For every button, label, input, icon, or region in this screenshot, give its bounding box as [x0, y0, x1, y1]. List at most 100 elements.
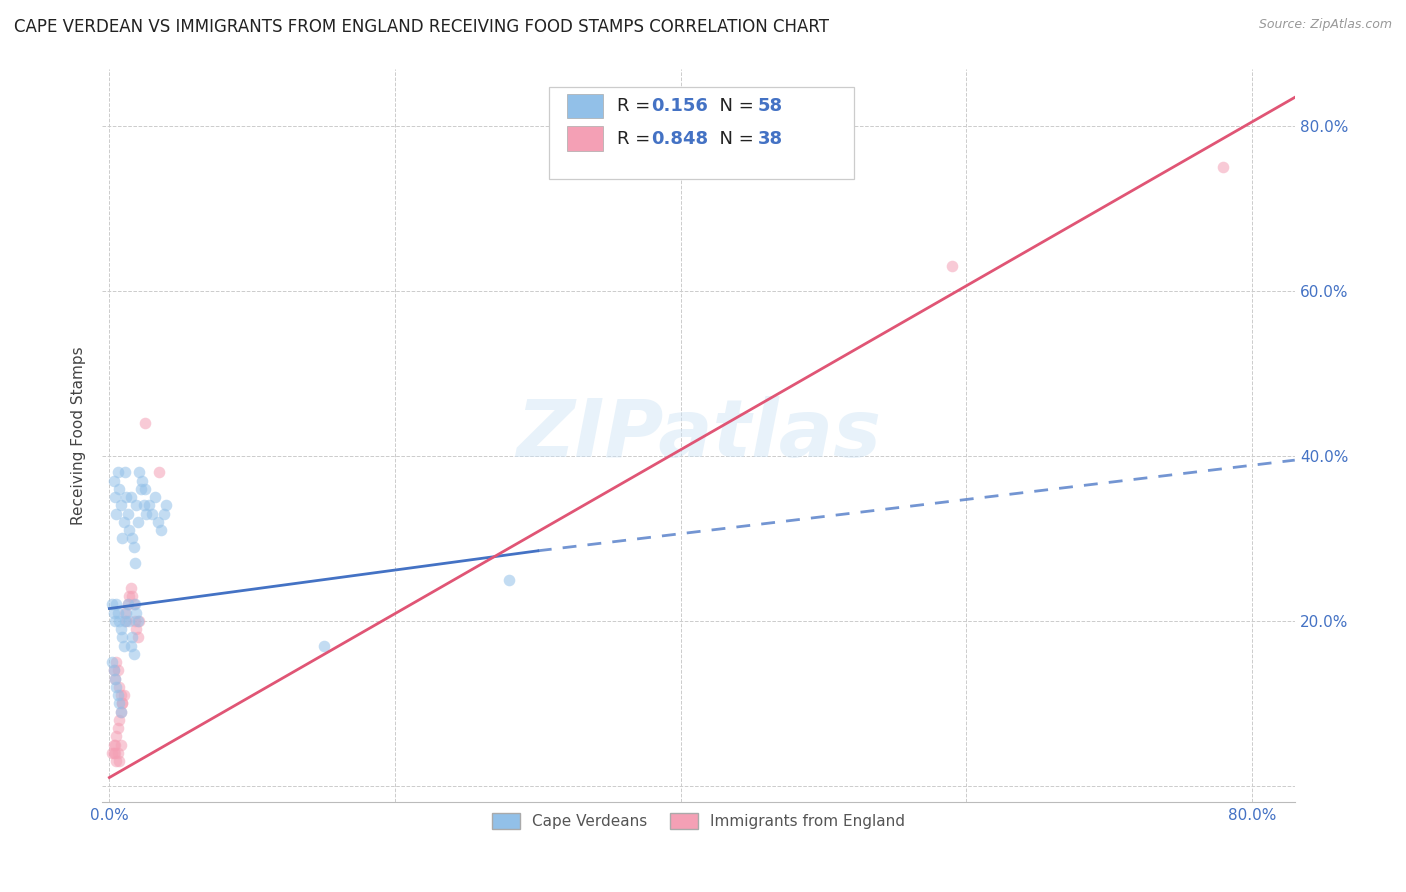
Point: [152, 507, 174, 521]
Point: [108, 482, 131, 496]
Point: [117, 507, 139, 521]
Point: [122, 647, 145, 661]
Point: [105, 598, 128, 612]
Point: [118, 523, 141, 537]
Point: [131, 474, 153, 488]
Point: [104, 672, 127, 686]
Point: [107, 746, 129, 760]
Point: [108, 696, 131, 710]
Point: [115, 606, 138, 620]
Point: [101, 746, 124, 760]
Text: 38: 38: [758, 129, 783, 147]
Point: [110, 499, 132, 513]
Point: [141, 507, 163, 521]
Point: [155, 499, 177, 513]
Point: [110, 688, 132, 702]
Point: [115, 490, 138, 504]
Point: [138, 499, 160, 513]
Point: [111, 532, 134, 546]
Point: [110, 622, 132, 636]
Point: [103, 746, 125, 760]
Point: [118, 589, 141, 603]
Text: Source: ZipAtlas.com: Source: ZipAtlas.com: [1258, 18, 1392, 31]
Text: R =: R =: [617, 129, 657, 147]
Point: [105, 754, 128, 768]
Point: [125, 606, 148, 620]
FancyBboxPatch shape: [567, 127, 603, 151]
Point: [122, 540, 145, 554]
Point: [104, 490, 127, 504]
Point: [105, 729, 128, 743]
Point: [132, 499, 155, 513]
Text: 0.156: 0.156: [651, 97, 707, 115]
Point: [114, 466, 136, 480]
Point: [108, 614, 131, 628]
Point: [124, 598, 146, 612]
Point: [104, 746, 127, 760]
Point: [104, 672, 127, 686]
Point: [125, 499, 148, 513]
Point: [121, 631, 143, 645]
Point: [103, 738, 125, 752]
Text: N =: N =: [709, 97, 759, 115]
Point: [104, 614, 127, 628]
Point: [101, 655, 124, 669]
Text: 0.848: 0.848: [651, 129, 707, 147]
Point: [941, 260, 963, 274]
Point: [107, 466, 129, 480]
Text: R =: R =: [617, 97, 657, 115]
Point: [111, 631, 134, 645]
Point: [120, 639, 142, 653]
Point: [148, 466, 170, 480]
Point: [103, 474, 125, 488]
FancyBboxPatch shape: [567, 95, 603, 119]
Point: [110, 738, 132, 752]
Point: [107, 688, 129, 702]
FancyBboxPatch shape: [550, 87, 853, 178]
Point: [124, 556, 146, 570]
Point: [103, 664, 125, 678]
Point: [1212, 161, 1234, 175]
Text: 58: 58: [758, 97, 783, 115]
Point: [134, 482, 156, 496]
Point: [103, 606, 125, 620]
Point: [114, 614, 136, 628]
Point: [117, 598, 139, 612]
Point: [105, 655, 128, 669]
Text: ZIPatlas: ZIPatlas: [516, 396, 882, 475]
Point: [127, 614, 149, 628]
Point: [117, 598, 139, 612]
Point: [124, 614, 146, 628]
Point: [115, 614, 138, 628]
Text: CAPE VERDEAN VS IMMIGRANTS FROM ENGLAND RECEIVING FOOD STAMPS CORRELATION CHART: CAPE VERDEAN VS IMMIGRANTS FROM ENGLAND …: [14, 18, 830, 36]
Point: [107, 721, 129, 735]
Point: [110, 705, 132, 719]
Point: [127, 515, 149, 529]
Point: [114, 606, 136, 620]
Point: [108, 754, 131, 768]
Point: [498, 573, 520, 587]
Point: [125, 622, 148, 636]
Point: [128, 466, 150, 480]
Point: [107, 606, 129, 620]
Point: [105, 507, 128, 521]
Point: [149, 523, 172, 537]
Point: [110, 705, 132, 719]
Point: [312, 639, 335, 653]
Point: [112, 515, 135, 529]
Point: [143, 490, 166, 504]
Text: N =: N =: [709, 129, 759, 147]
Point: [107, 664, 129, 678]
Point: [135, 507, 157, 521]
Point: [120, 581, 142, 595]
Point: [129, 482, 152, 496]
Legend: Cape Verdeans, Immigrants from England: Cape Verdeans, Immigrants from England: [486, 806, 911, 835]
Point: [120, 490, 142, 504]
Point: [108, 713, 131, 727]
Point: [111, 696, 134, 710]
Point: [112, 639, 135, 653]
Point: [122, 598, 145, 612]
Point: [121, 532, 143, 546]
Point: [103, 664, 125, 678]
Point: [146, 515, 169, 529]
